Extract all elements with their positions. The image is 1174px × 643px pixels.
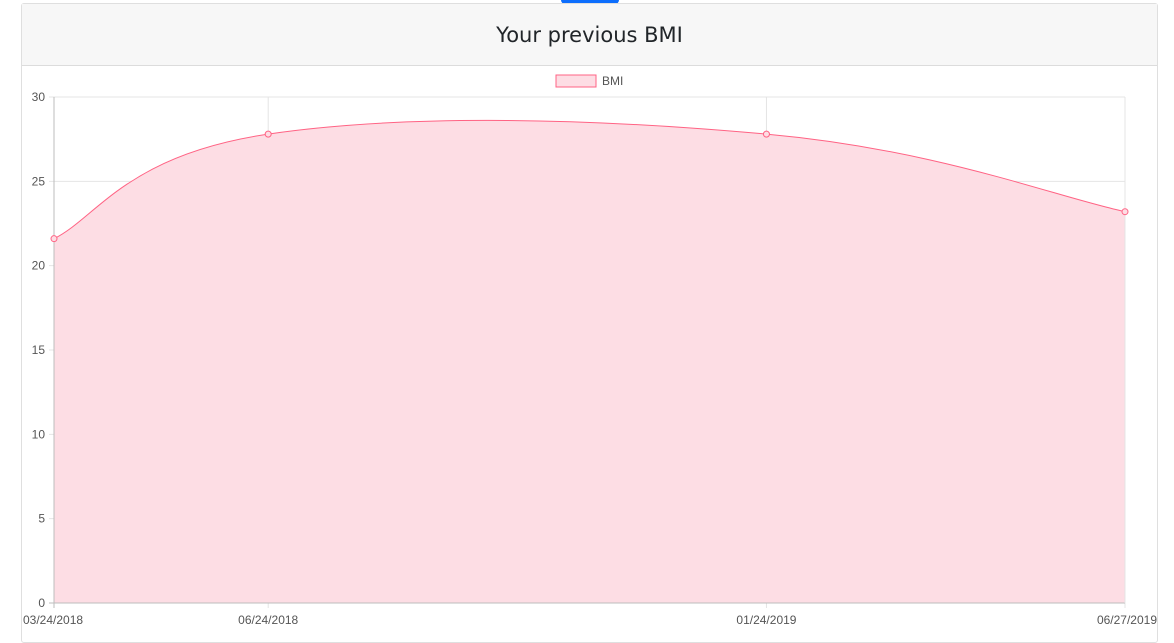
bmi-line — [53, 119, 1126, 240]
bmi-data-point — [762, 130, 770, 138]
x-tick-label: 06/24/2018 — [238, 613, 298, 627]
y-tick-label: 25 — [32, 174, 46, 188]
legend-swatch — [555, 74, 597, 88]
bmi-area-fill — [54, 120, 1125, 603]
card-title: Your previous BMI — [496, 22, 683, 47]
x-tick-label: 01/24/2019 — [736, 613, 796, 627]
legend-label: BMI — [602, 74, 623, 88]
y-tick-label: 30 — [32, 90, 46, 104]
card-header: Your previous BMI — [22, 4, 1157, 66]
y-tick-label: 10 — [32, 427, 46, 441]
chart-area-layer — [53, 119, 1126, 603]
chart-legend[interactable]: BMI — [555, 74, 623, 88]
x-tick-label: 06/27/2019 — [1097, 613, 1157, 627]
bmi-data-point — [50, 235, 58, 243]
bmi-data-point — [264, 130, 272, 138]
active-tab-indicator[interactable] — [561, 0, 619, 4]
y-tick-label: 15 — [32, 343, 46, 357]
y-tick-label: 20 — [32, 259, 46, 273]
x-tick-label: 03/24/2018 — [23, 613, 83, 627]
y-tick-label: 5 — [38, 512, 45, 526]
chart-axes: 0 5 10 15 20 25 30 03/24/2018 06/24/2018 01/24/20… — [23, 90, 1157, 627]
chart-points — [50, 130, 1129, 243]
bmi-data-point — [1121, 208, 1129, 216]
y-tick-label: 0 — [38, 596, 45, 610]
